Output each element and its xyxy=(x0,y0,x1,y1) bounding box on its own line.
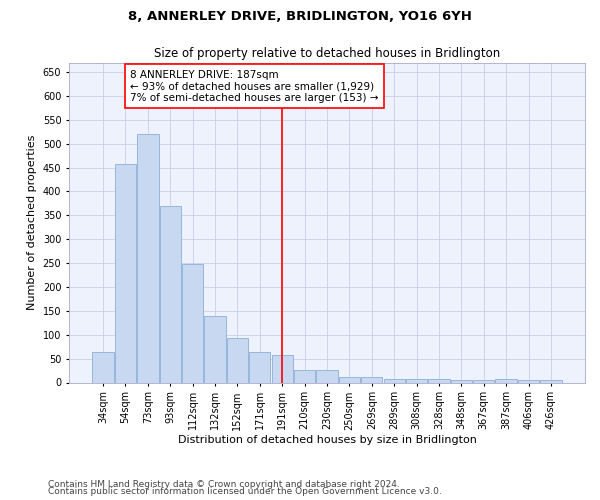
Bar xyxy=(115,164,136,382)
Bar xyxy=(227,338,248,382)
Bar xyxy=(428,379,449,382)
Bar xyxy=(383,378,405,382)
Bar xyxy=(339,377,360,382)
Bar xyxy=(272,356,293,382)
Bar xyxy=(540,380,562,382)
Bar xyxy=(137,134,158,382)
Bar xyxy=(406,378,427,382)
Bar xyxy=(496,379,517,382)
Bar xyxy=(205,316,226,382)
Bar xyxy=(249,352,271,382)
Text: Contains HM Land Registry data © Crown copyright and database right 2024.: Contains HM Land Registry data © Crown c… xyxy=(48,480,400,489)
Bar xyxy=(160,206,181,382)
Bar xyxy=(182,264,203,382)
X-axis label: Distribution of detached houses by size in Bridlington: Distribution of detached houses by size … xyxy=(178,435,476,445)
Bar xyxy=(294,370,315,382)
Text: 8, ANNERLEY DRIVE, BRIDLINGTON, YO16 6YH: 8, ANNERLEY DRIVE, BRIDLINGTON, YO16 6YH xyxy=(128,10,472,23)
Bar xyxy=(361,377,382,382)
Bar xyxy=(316,370,338,382)
Bar xyxy=(451,380,472,382)
Bar xyxy=(92,352,114,382)
Y-axis label: Number of detached properties: Number of detached properties xyxy=(27,135,37,310)
Bar xyxy=(518,380,539,382)
Text: Contains public sector information licensed under the Open Government Licence v3: Contains public sector information licen… xyxy=(48,487,442,496)
Title: Size of property relative to detached houses in Bridlington: Size of property relative to detached ho… xyxy=(154,47,500,60)
Text: 8 ANNERLEY DRIVE: 187sqm
← 93% of detached houses are smaller (1,929)
7% of semi: 8 ANNERLEY DRIVE: 187sqm ← 93% of detach… xyxy=(130,70,379,103)
Bar xyxy=(473,380,494,382)
